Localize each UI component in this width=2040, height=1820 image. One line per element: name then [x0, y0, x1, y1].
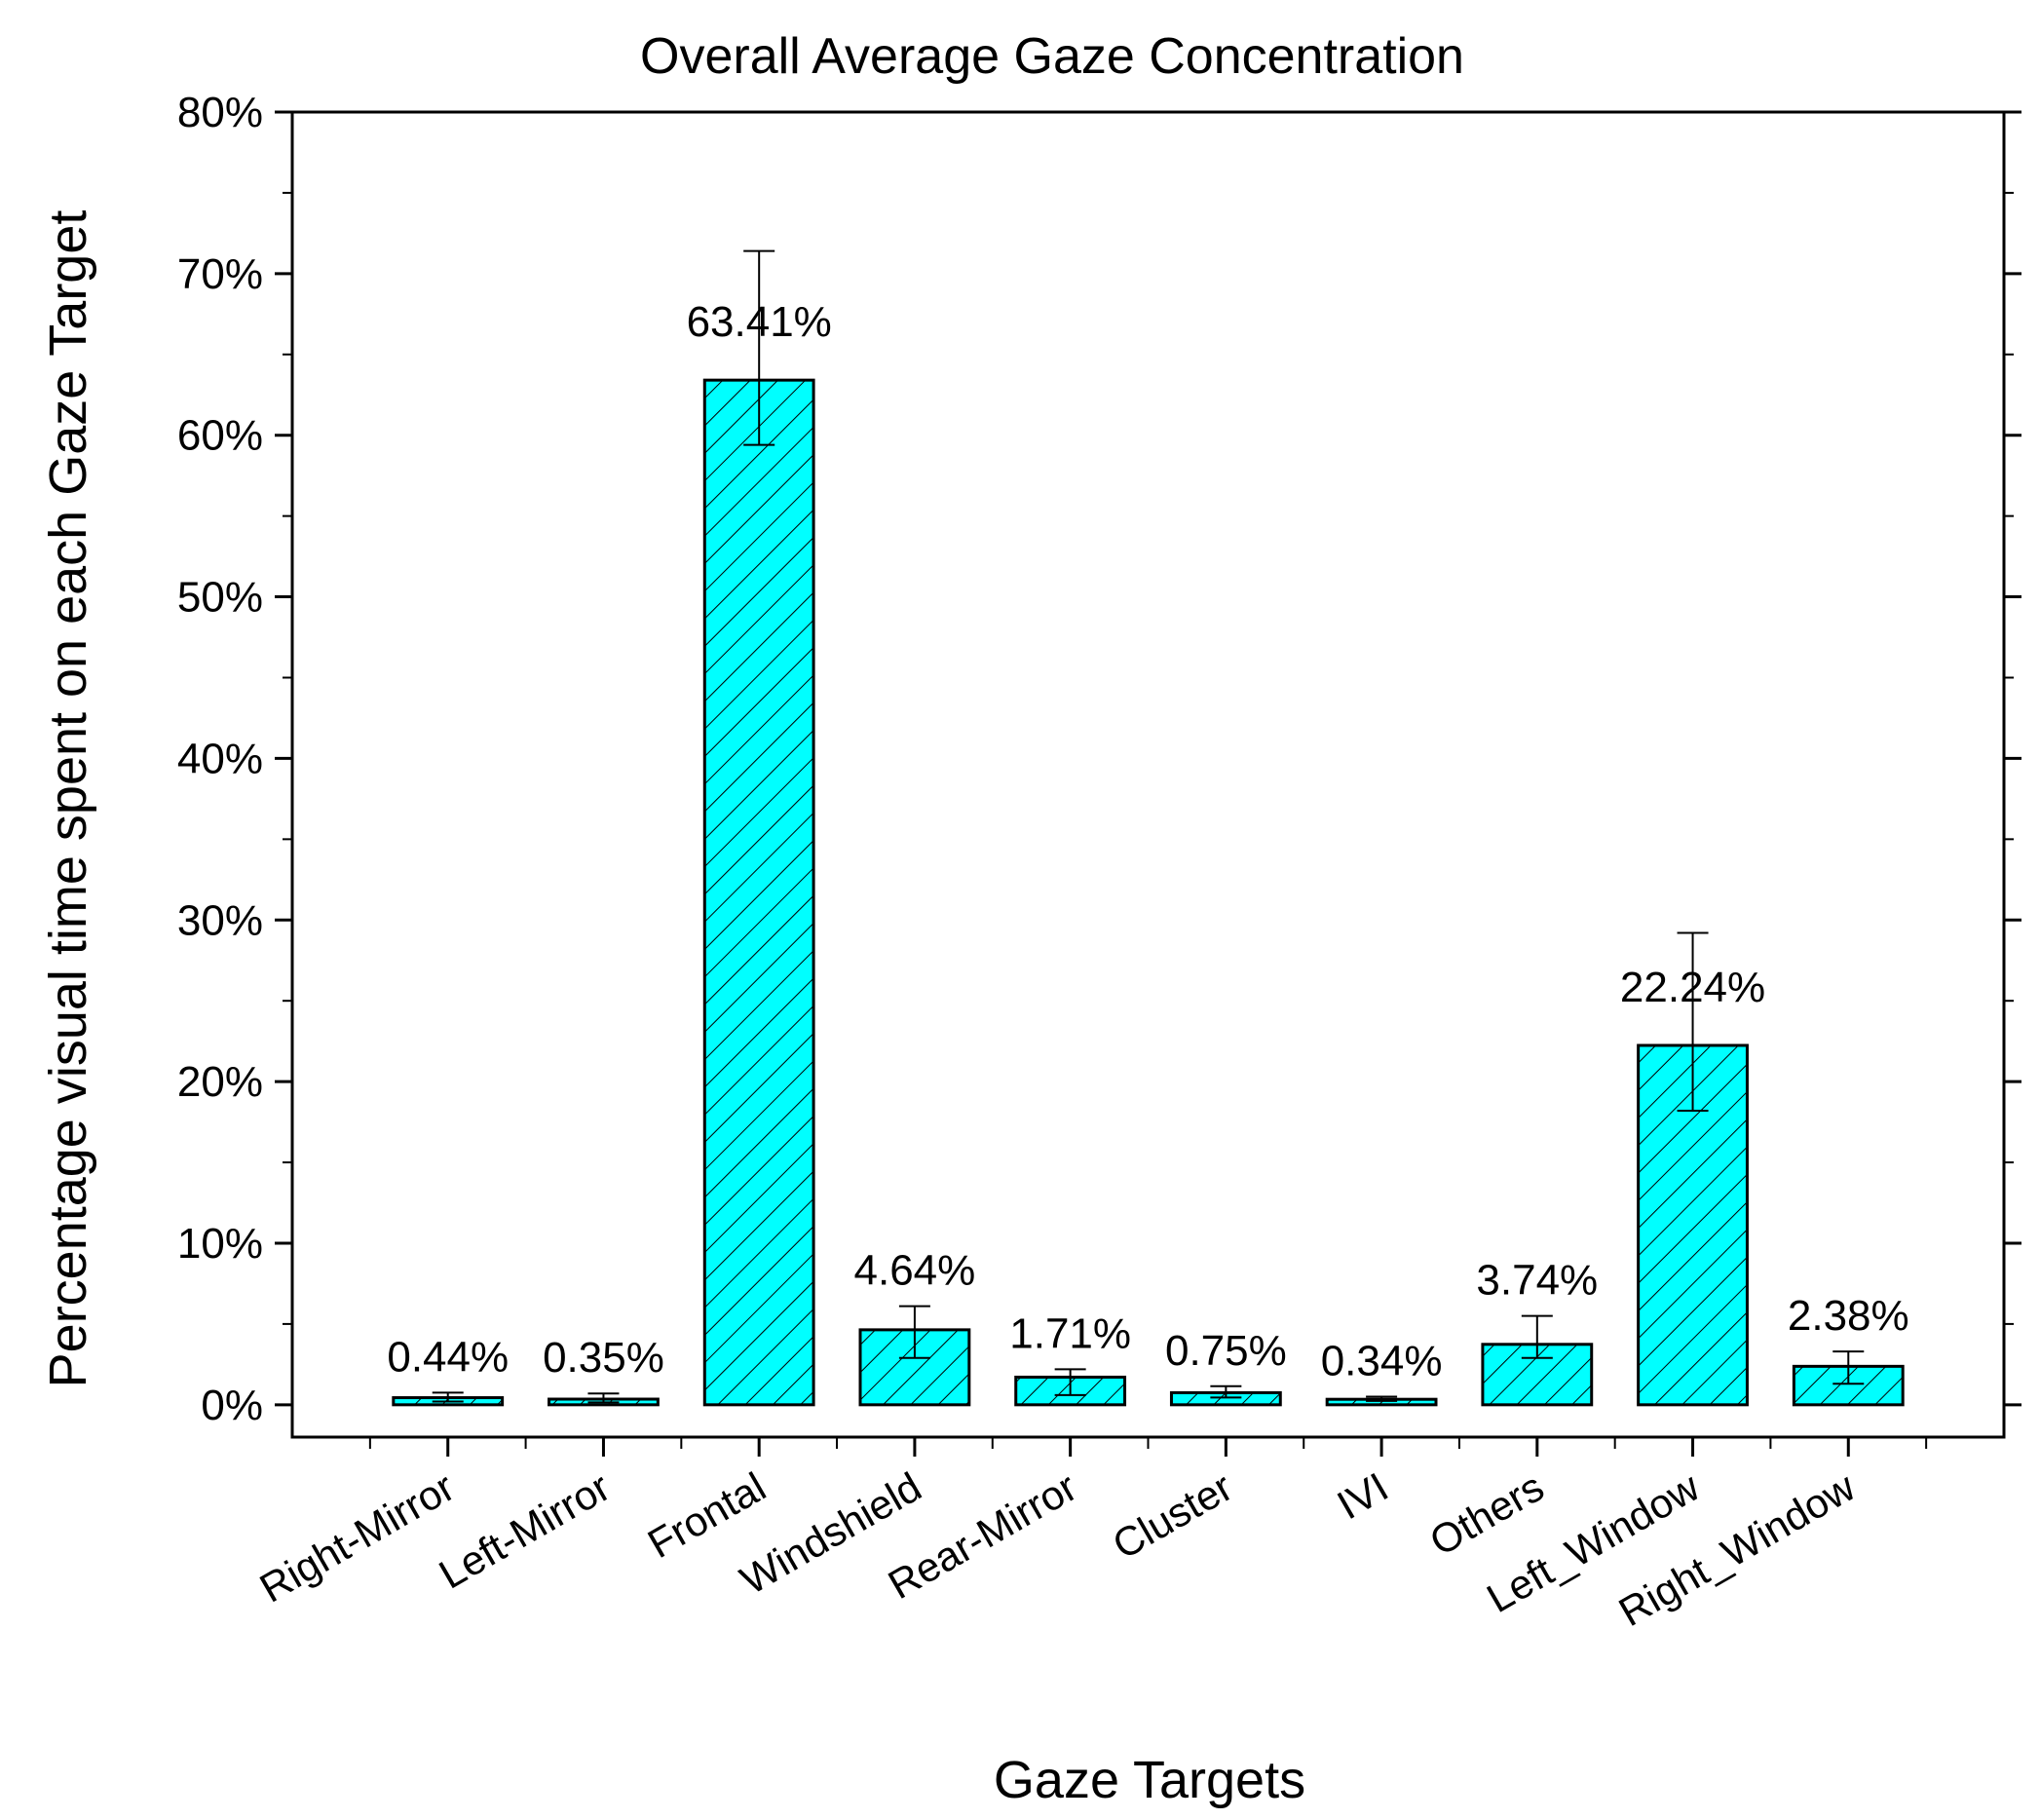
error-bars: [432, 249, 1865, 1404]
y-tick-label: 40%: [177, 735, 263, 782]
chart-title: Overall Average Gaze Concentration: [640, 28, 1464, 85]
data-labels: 0.44% 0.35% 63.41% 4.64% 1.71% 0.75% 0.34% 3.74…: [387, 298, 1908, 1384]
y-tick-label: 50%: [177, 574, 263, 622]
data-label: 0.34%: [1321, 1338, 1443, 1385]
y-tick-label: 80%: [177, 89, 263, 136]
bar-frontal: [702, 378, 815, 1407]
category-label: Right-Mirror: [252, 1463, 462, 1611]
data-label: 3.74%: [1476, 1257, 1598, 1305]
data-label: 2.38%: [1788, 1292, 1909, 1340]
category-label: Left-Mirror: [432, 1463, 618, 1598]
x-axis-title: Gaze Targets: [994, 1751, 1305, 1809]
y-tick-label: 70%: [177, 250, 263, 298]
category-label: IVI: [1330, 1463, 1396, 1528]
y-tick-label: 10%: [177, 1220, 263, 1268]
data-label: 0.35%: [543, 1334, 664, 1382]
data-label: 22.24%: [1620, 964, 1765, 1011]
data-label: 0.44%: [387, 1333, 509, 1381]
y-tick-label: 0%: [201, 1382, 263, 1429]
data-label: 0.75%: [1165, 1327, 1287, 1375]
y-tick-label: 20%: [177, 1058, 263, 1106]
y-axis: 0% 10% 20% 30% 40% 50% 60% 70% 80%: [177, 89, 2021, 1429]
y-axis-title: Percentage visual time spent on each Gaz…: [39, 210, 97, 1388]
y-tick-label: 60%: [177, 412, 263, 460]
x-axis: [368, 1437, 1928, 1457]
bars: [392, 378, 1905, 1407]
data-label: 1.71%: [1009, 1309, 1131, 1357]
category-label: Others: [1422, 1463, 1552, 1565]
y-tick-label: 30%: [177, 896, 263, 944]
data-label: 63.41%: [687, 298, 832, 346]
data-label: 4.64%: [854, 1247, 976, 1295]
category-label: Cluster: [1105, 1463, 1240, 1568]
